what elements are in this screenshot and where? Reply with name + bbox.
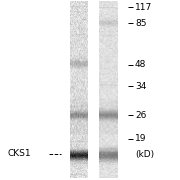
Text: 19: 19	[135, 134, 147, 143]
Text: 26: 26	[135, 111, 146, 120]
Text: 48: 48	[135, 60, 146, 69]
Text: CKS1: CKS1	[7, 149, 31, 158]
Text: 117: 117	[135, 3, 152, 12]
Text: (kD): (kD)	[135, 150, 154, 159]
Text: 34: 34	[135, 82, 146, 91]
Text: 85: 85	[135, 19, 147, 28]
